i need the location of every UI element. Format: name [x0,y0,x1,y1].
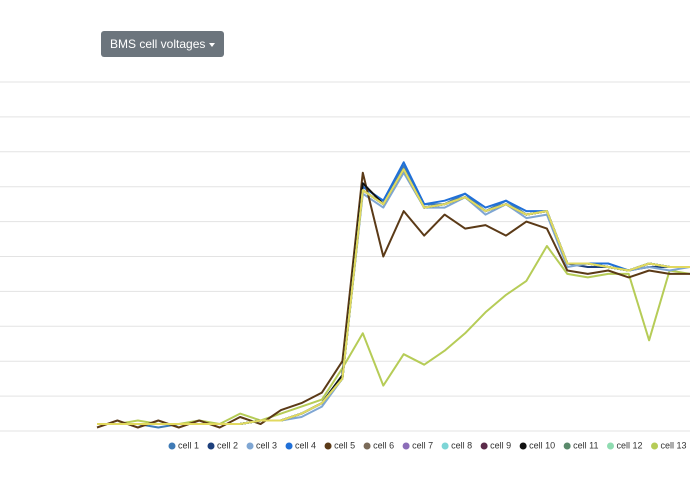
legend-marker [363,442,371,450]
legend-label: cell 4 [295,440,316,450]
series-line [97,168,690,425]
legend-marker [441,442,449,450]
legend-marker [480,442,488,450]
series-line [97,168,690,425]
legend-marker [402,442,410,450]
series-line [97,168,690,425]
series-line [97,168,690,425]
series-line [97,168,690,425]
legend-label: cell 1 [178,440,199,450]
legend-label: cell 6 [373,440,394,450]
legend-marker [246,442,254,450]
series-line [97,168,690,425]
legend-label: cell 12 [617,440,643,450]
legend-marker [285,442,293,450]
legend-label: cell 9 [490,440,511,450]
legend-marker [607,442,615,450]
legend-label: cell 2 [217,440,238,450]
legend-marker [324,442,332,450]
legend-label: cell 8 [451,440,472,450]
series-line [96,171,690,429]
legend-marker [519,442,527,450]
legend-marker [563,442,571,450]
series-line [97,171,690,425]
series-line [97,168,690,425]
legend-marker [207,442,215,450]
dropdown-button[interactable]: BMS cell voltages [101,31,225,57]
legend-marker [651,442,659,450]
legend-label: cell 3 [256,440,277,450]
series-line [97,168,690,425]
series-line [97,164,690,429]
dropdown-label: BMS cell voltages [110,37,206,51]
caret [209,42,216,47]
legend-label: cell 13 [661,440,687,450]
series-line [97,161,690,425]
legend-label: cell 7 [412,440,433,450]
legend-label: cell 11 [573,440,598,450]
legend-label: cell 5 [334,440,355,450]
series-line [97,168,690,425]
legend-label: cell 10 [529,440,555,450]
legend-marker [168,442,176,450]
